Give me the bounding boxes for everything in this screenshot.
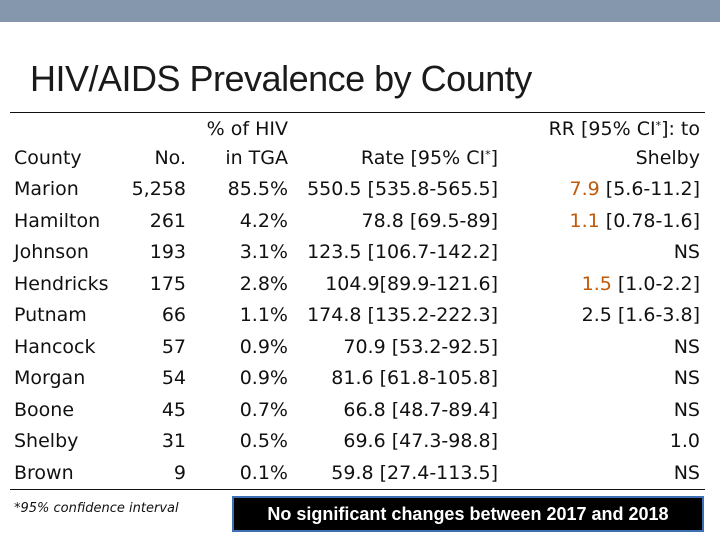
- cell-percent: 2.8%: [239, 272, 288, 295]
- cell-rate: 81.6 [61.8-105.8]: [331, 367, 498, 389]
- cell-rate: 59.8 [27.4-113.5]: [331, 461, 498, 484]
- cell-county: Morgan: [14, 367, 86, 389]
- cell-rate: 70.9 [53.2-92.5]: [343, 335, 498, 358]
- header-percent-line1: % of HIV: [206, 118, 288, 140]
- cell-rate: 550.5 [535.8-565.5]: [307, 178, 498, 200]
- cell-relative-risk: 7.9 [5.6-11.2]: [570, 178, 700, 200]
- cell-percent: 4.2%: [239, 209, 288, 232]
- cell-percent: 85.5%: [227, 178, 288, 200]
- relative-risk-value: NS: [673, 461, 700, 484]
- cell-percent: 1.1%: [239, 304, 288, 326]
- top-accent-bar: [0, 0, 720, 22]
- cell-percent: 0.7%: [239, 398, 288, 421]
- cell-county: Hendricks: [14, 272, 109, 295]
- relative-risk-value: [1.0-2.2]: [611, 272, 700, 295]
- relative-risk-value: [5.6-11.2]: [599, 178, 700, 200]
- header-rate-close: ]: [490, 147, 498, 169]
- relative-risk-value: [0.78-1.6]: [599, 209, 700, 232]
- cell-rate: 69.6 [47.3-98.8]: [343, 430, 498, 452]
- cell-percent: 0.9%: [239, 335, 288, 358]
- cell-relative-risk: NS: [674, 367, 700, 389]
- cell-rate: 66.8 [48.7-89.4]: [343, 398, 498, 421]
- cell-relative-risk: 1.1 [0.78-1.6]: [570, 210, 700, 232]
- cell-percent: 3.1%: [239, 241, 288, 263]
- cell-rate: 123.5 [106.7-142.2]: [307, 241, 498, 263]
- slide-title: HIV/AIDS Prevalence by County: [30, 58, 532, 99]
- relative-risk-highlight: 1.1: [569, 209, 600, 232]
- cell-county: Hancock: [14, 335, 96, 358]
- cell-number: 175: [149, 272, 186, 295]
- cell-county: Boone: [14, 398, 75, 421]
- cell-number: 54: [161, 367, 186, 389]
- cell-number: 45: [161, 398, 186, 421]
- table-top-rule: [10, 112, 705, 113]
- cell-county: Brown: [14, 461, 74, 484]
- cell-number: 9: [173, 461, 186, 484]
- cell-county: Putnam: [14, 304, 87, 326]
- cell-county: Shelby: [14, 430, 79, 452]
- cell-relative-risk: 1.0: [670, 430, 700, 452]
- cell-county: Johnson: [14, 241, 89, 263]
- cell-relative-risk: NS: [674, 462, 700, 484]
- table-bottom-rule: [10, 489, 705, 490]
- cell-rate: 78.8 [69.5-89]: [361, 209, 498, 232]
- relative-risk-value: NS: [673, 335, 700, 358]
- cell-number: 261: [149, 209, 186, 232]
- cell-percent: 0.1%: [239, 461, 288, 484]
- header-rate: Rate [95% CI*]: [361, 147, 498, 169]
- cell-rate: 174.8 [135.2-222.3]: [307, 304, 498, 326]
- cell-percent: 0.9%: [239, 367, 288, 389]
- cell-rate: 104.9[89.9-121.6]: [325, 272, 498, 295]
- relative-risk-value: NS: [673, 398, 700, 421]
- cell-percent: 0.5%: [239, 430, 288, 452]
- header-number: No.: [154, 147, 186, 169]
- header-rr-text: RR [95% CI: [548, 118, 656, 140]
- cell-county: Marion: [14, 178, 79, 200]
- cell-relative-risk: NS: [674, 336, 700, 358]
- cell-county: Hamilton: [14, 209, 101, 232]
- cell-relative-risk: 2.5 [1.6-3.8]: [582, 304, 700, 326]
- relative-risk-highlight: 1.5: [581, 272, 612, 295]
- cell-relative-risk: 1.5 [1.0-2.2]: [582, 273, 700, 295]
- cell-number: 5,258: [131, 178, 186, 200]
- header-rr-close: ]: to: [661, 118, 700, 140]
- summary-banner: No significant changes between 2017 and …: [232, 496, 704, 532]
- footnote: *95% confidence interval: [14, 501, 179, 516]
- cell-relative-risk: NS: [674, 399, 700, 421]
- header-rr-star: *: [655, 119, 662, 132]
- relative-risk-value: 2.5 [1.6-3.8]: [581, 304, 700, 326]
- cell-number: 193: [149, 241, 186, 263]
- cell-number: 57: [161, 335, 186, 358]
- relative-risk-highlight: 7.9: [569, 178, 600, 200]
- header-rate-star: *: [485, 148, 491, 161]
- cell-relative-risk: NS: [674, 241, 700, 263]
- header-rr-line1: RR [95% CI*]: to: [549, 118, 700, 140]
- header-rate-text: Rate [95% CI: [360, 147, 486, 169]
- header-county: County: [14, 147, 82, 169]
- relative-risk-value: NS: [673, 241, 700, 263]
- relative-risk-value: 1.0: [669, 430, 700, 452]
- cell-number: 66: [161, 304, 186, 326]
- relative-risk-value: NS: [673, 367, 700, 389]
- header-percent-line2: in TGA: [225, 147, 288, 169]
- cell-number: 31: [161, 430, 186, 452]
- header-rr-line2: Shelby: [635, 147, 700, 169]
